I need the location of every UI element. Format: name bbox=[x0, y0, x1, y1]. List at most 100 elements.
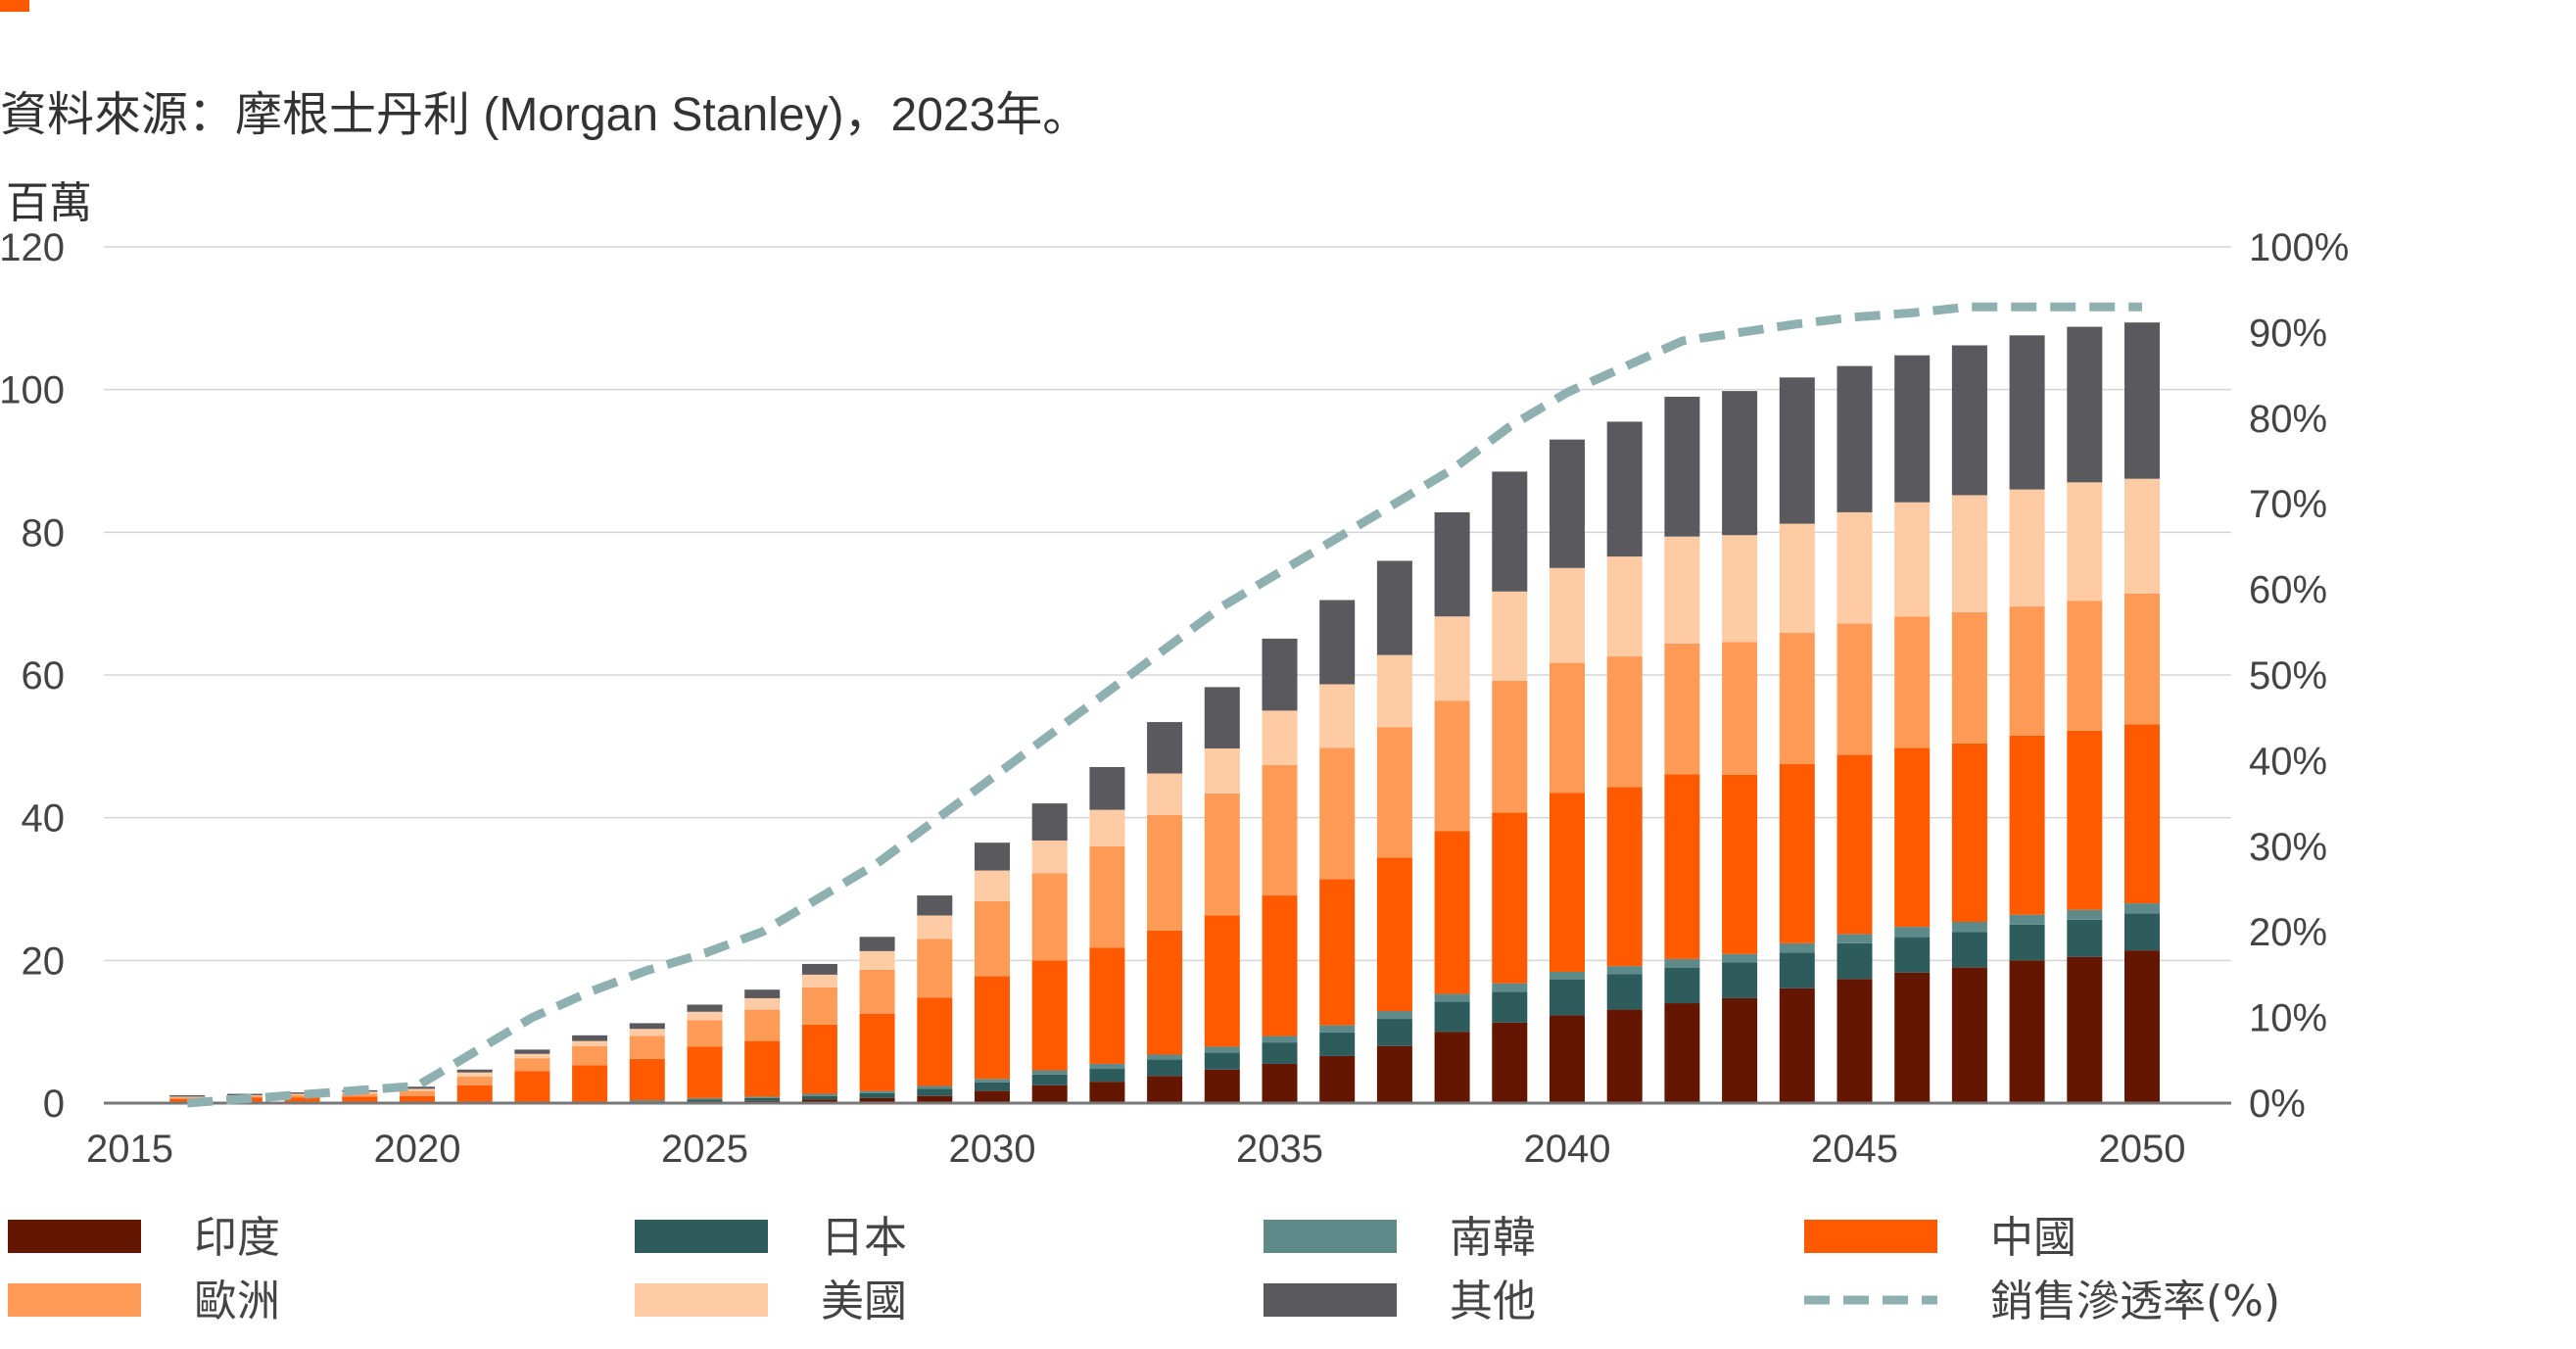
bar-segment bbox=[1376, 1011, 1412, 1020]
bar-segment bbox=[1722, 953, 1758, 963]
bar-segment bbox=[1031, 873, 1068, 961]
bar-segment bbox=[917, 1085, 953, 1089]
bar-segment bbox=[1492, 991, 1528, 1023]
bar-segment bbox=[1434, 700, 1470, 832]
bar-segment bbox=[859, 937, 895, 951]
y2-tick-label: 20% bbox=[2249, 911, 2327, 954]
bar-segment bbox=[1031, 1084, 1068, 1103]
bar-segment bbox=[1376, 1019, 1412, 1046]
bar-segment bbox=[744, 1097, 781, 1101]
bar-segment bbox=[1262, 638, 1298, 711]
y2-tick-label: 50% bbox=[2249, 654, 2327, 698]
bar-segment bbox=[687, 1099, 723, 1102]
bar-segment bbox=[284, 1093, 320, 1095]
y-axis-unit-label: 百萬 bbox=[6, 178, 92, 228]
bar-segment bbox=[400, 1095, 435, 1103]
bar-segment bbox=[1779, 377, 1815, 524]
bar-segment bbox=[1262, 1063, 1298, 1103]
y2-tick-label: 100% bbox=[2249, 226, 2349, 269]
bar-segment bbox=[975, 976, 1010, 1080]
bar-segment bbox=[2124, 478, 2160, 594]
bar-segment bbox=[2067, 601, 2103, 731]
bar-segment bbox=[744, 1009, 781, 1041]
bar-segment bbox=[1204, 793, 1240, 916]
bar-segment bbox=[1434, 993, 1470, 1002]
bar-segment bbox=[629, 1058, 665, 1101]
bar-segment bbox=[687, 1020, 723, 1047]
bar-segment bbox=[2009, 489, 2045, 607]
bar-segment bbox=[1550, 979, 1585, 1016]
legend-label: 其他 bbox=[1450, 1277, 1536, 1326]
legend-label: 歐洲 bbox=[194, 1277, 280, 1326]
bar-segment bbox=[1376, 727, 1412, 858]
bar-segment bbox=[1664, 536, 1700, 644]
header-accent-bar bbox=[0, 0, 29, 12]
bar-segment bbox=[572, 1040, 608, 1046]
bar-segment bbox=[1722, 391, 1758, 536]
bar-segment bbox=[2067, 956, 2103, 1103]
bar-segment bbox=[1319, 1055, 1356, 1103]
bar-segment bbox=[1779, 988, 1815, 1103]
bar-segment bbox=[1376, 560, 1412, 655]
y2-tick-label: 70% bbox=[2249, 483, 2327, 526]
bar-segment bbox=[1837, 979, 1873, 1103]
bar-segment bbox=[1031, 803, 1068, 841]
bar-segment bbox=[1319, 600, 1356, 685]
bar-segment bbox=[1550, 971, 1585, 980]
bar-segment bbox=[1204, 748, 1240, 794]
bar-segment bbox=[1779, 952, 1815, 988]
bar-segment bbox=[1089, 845, 1125, 948]
bar-segment bbox=[284, 1092, 320, 1094]
bar-segment bbox=[687, 1004, 723, 1012]
x-tick-label: 2020 bbox=[374, 1128, 461, 1171]
bar-segment bbox=[1262, 895, 1298, 1036]
bar-segment bbox=[1031, 960, 1068, 1071]
bar-segment bbox=[1204, 1052, 1240, 1070]
bar-segment bbox=[1837, 754, 1873, 935]
bar-segment bbox=[744, 989, 781, 998]
bar-segment bbox=[514, 1071, 550, 1103]
bar-segment bbox=[1262, 1036, 1298, 1043]
bar-segment bbox=[1262, 710, 1298, 765]
bar-segment bbox=[1951, 967, 1987, 1103]
bar-segment bbox=[1894, 616, 1931, 748]
x-tick-label: 2015 bbox=[86, 1128, 173, 1171]
chart-axes: 百萬 0204060801001200%10%20%30%40%50%60%70… bbox=[0, 178, 2349, 1171]
legend-swatch bbox=[1804, 1220, 1937, 1253]
legend-swatch bbox=[635, 1220, 768, 1253]
bar-segment bbox=[975, 1079, 1010, 1083]
y-tick-label: 20 bbox=[22, 939, 66, 983]
bar-segment bbox=[975, 1090, 1010, 1103]
x-tick-label: 2035 bbox=[1236, 1128, 1323, 1171]
legend-label: 銷售滲透率(%) bbox=[1990, 1277, 2280, 1326]
bar-segment bbox=[629, 1029, 665, 1036]
bar-segment bbox=[1147, 1076, 1183, 1103]
x-tick-label: 2025 bbox=[661, 1128, 748, 1171]
bar-segment bbox=[1204, 1046, 1240, 1053]
bar-segment bbox=[400, 1088, 435, 1091]
x-tick-label: 2050 bbox=[2099, 1128, 2186, 1171]
bar-segment bbox=[1606, 966, 1643, 975]
bar-segment bbox=[1319, 684, 1356, 748]
bar-segment bbox=[2009, 606, 2045, 736]
bar-segment bbox=[1722, 535, 1758, 643]
bar-segment bbox=[629, 1100, 665, 1102]
bar-segment bbox=[859, 1092, 895, 1098]
bar-segment bbox=[1664, 774, 1700, 959]
y-tick-label: 0 bbox=[43, 1083, 65, 1126]
bar-segment bbox=[2124, 322, 2160, 479]
source-note: 資料來源：摩根士丹利 (Morgan Stanley)，2023年。 bbox=[0, 89, 1090, 141]
y2-tick-label: 40% bbox=[2249, 740, 2327, 783]
bar-segment bbox=[1606, 421, 1643, 557]
bar-segment bbox=[1894, 355, 1931, 503]
bar-segment bbox=[801, 963, 837, 975]
bar-segment bbox=[2067, 326, 2103, 483]
bar-segment bbox=[1894, 937, 1931, 973]
bar-segment bbox=[917, 939, 953, 998]
bar-segment bbox=[1550, 439, 1585, 568]
bar-segment bbox=[1550, 662, 1585, 794]
bar-segment bbox=[456, 1077, 493, 1085]
bar-segment bbox=[1147, 1059, 1183, 1077]
bar-segment bbox=[1779, 633, 1815, 765]
bar-segment bbox=[917, 915, 953, 939]
